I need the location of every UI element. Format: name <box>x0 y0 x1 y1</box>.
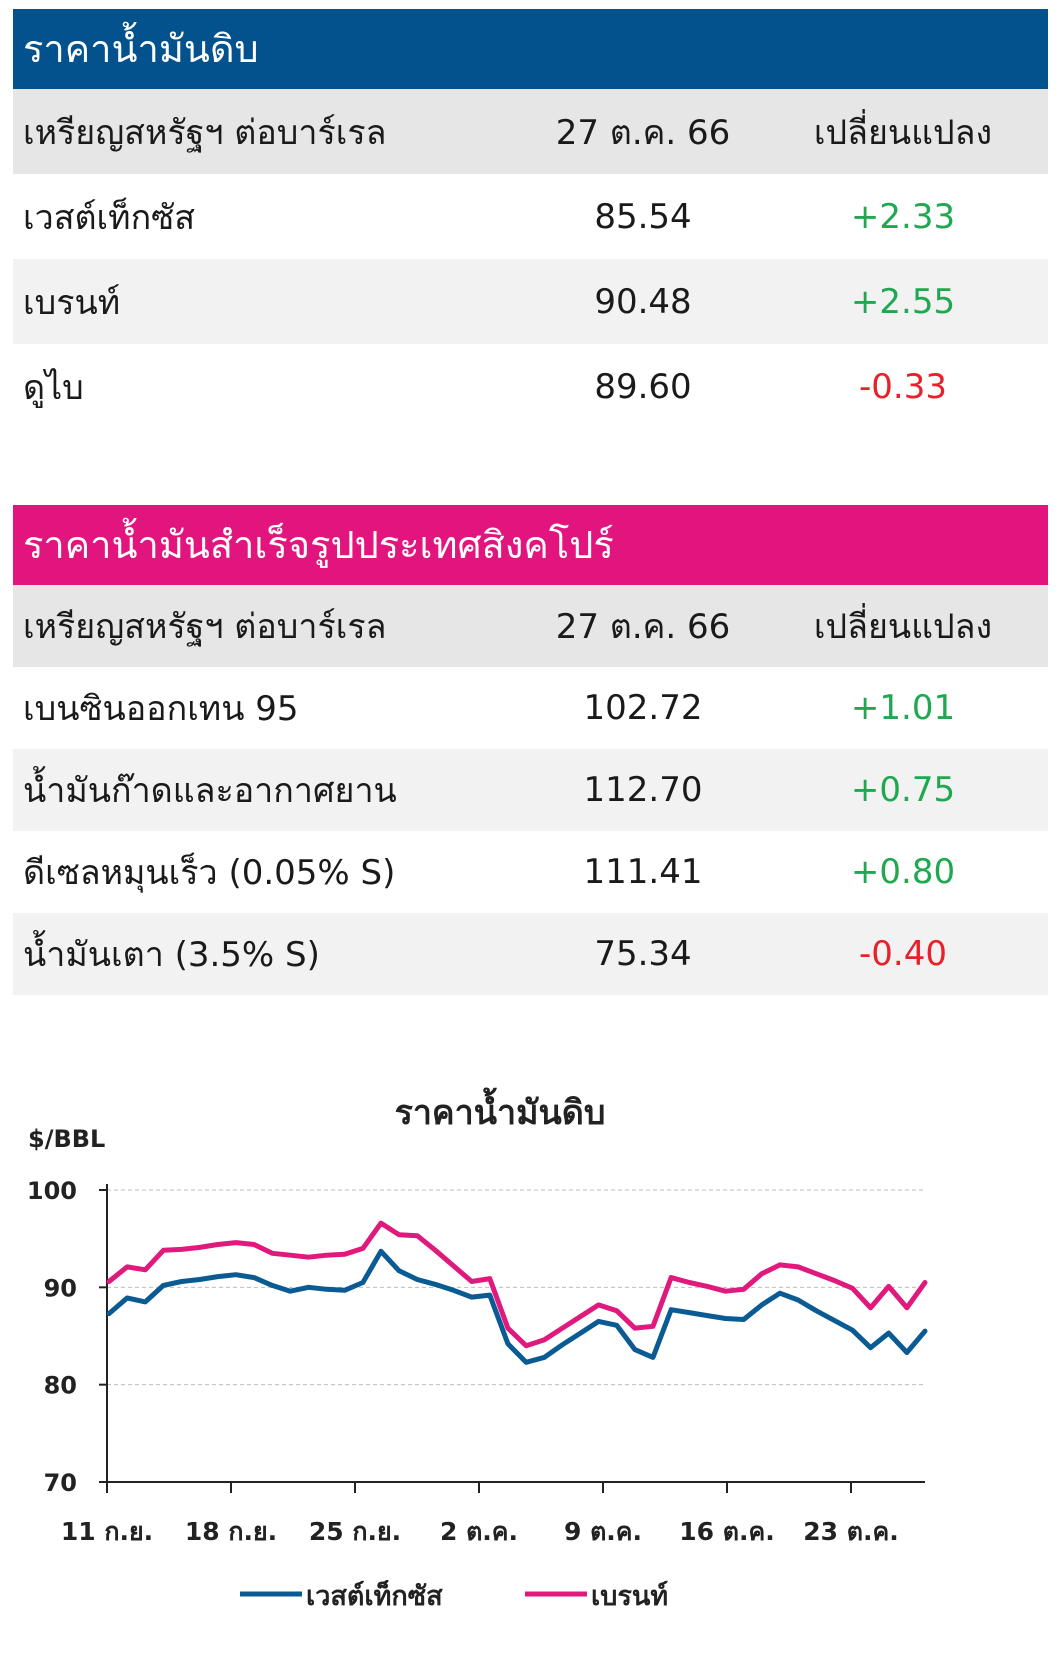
header-date: 27 ต.ค. 66 <box>555 607 731 647</box>
row-price: 75.34 <box>594 934 692 974</box>
row-name: ดูไบ <box>23 367 84 408</box>
x-tick-label: 23 ต.ค. <box>803 1517 898 1546</box>
table-row: น้ำมันเตา (3.5% S) 75.34 -0.40 <box>13 913 1048 995</box>
singapore-price-table: ราคาน้ำมันสำเร็จรูปประเทศสิงคโปร์ เหรียญ… <box>13 505 1048 995</box>
table-row: เวสต์เท็กซัส 85.54 +2.33 <box>13 174 1048 259</box>
header-change: เปลี่ยนแปลง <box>813 112 993 153</box>
row-price: 112.70 <box>583 770 703 810</box>
table-row: เบรนท์ 90.48 +2.55 <box>13 259 1048 344</box>
row-name: เวสต์เท็กซัส <box>23 197 195 238</box>
x-tick-label: 25 ก.ย. <box>309 1517 401 1546</box>
row-name: น้ำมันเตา (3.5% S) <box>23 935 320 975</box>
y-tick-label: 100 <box>27 1177 77 1205</box>
series-lines <box>106 1220 928 1365</box>
x-tick-label: 18 ก.ย. <box>185 1517 277 1546</box>
row-name: เบรนท์ <box>23 282 121 323</box>
row-price: 111.41 <box>583 852 703 892</box>
legend-label-brent: เบรนท์ <box>591 1580 668 1612</box>
crude-price-chart: ราคาน้ำมันดิบ $/BBL 70 80 90 100 11 ก.ย. 18 ก… <box>0 1080 1062 1676</box>
row-name: เบนซินออกเทน 95 <box>23 689 299 729</box>
crude-table-header: เหรียญสหรัฐฯ ต่อบาร์เรล 27 ต.ค. 66 เปลี่… <box>13 89 1048 174</box>
y-axis-unit-label: $/BBL <box>28 1125 105 1153</box>
header-unit-label: เหรียญสหรัฐฯ ต่อบาร์เรล <box>23 607 387 647</box>
table-row: น้ำมันก๊าดและอากาศยาน 112.70 +0.75 <box>13 749 1048 831</box>
y-tick-label: 80 <box>44 1372 77 1400</box>
row-price: 102.72 <box>583 688 703 728</box>
chart-title: ราคาน้ำมันดิบ <box>395 1087 606 1133</box>
wti-series-line <box>106 1248 928 1365</box>
row-change: +2.33 <box>850 196 956 237</box>
row-name: น้ำมันก๊าดและอากาศยาน <box>23 771 397 811</box>
crude-table-title: ราคาน้ำมันดิบ <box>13 9 1048 89</box>
row-change: +1.01 <box>850 688 956 728</box>
legend: เวสต์เท็กซัส เบรนท์ <box>240 1578 668 1612</box>
header-unit-label: เหรียญสหรัฐฯ ต่อบาร์เรล <box>23 112 387 153</box>
row-change: +0.75 <box>850 770 956 810</box>
chart-svg: ราคาน้ำมันดิบ $/BBL 70 80 90 100 11 ก.ย. 18 ก… <box>27 1087 928 1612</box>
header-date: 27 ต.ค. 66 <box>555 112 731 153</box>
row-change: +2.55 <box>850 281 956 322</box>
table-row: ดีเซลหมุนเร็ว (0.05% S) 111.41 +0.80 <box>13 831 1048 913</box>
table-row: ดูไบ 89.60 -0.33 <box>13 344 1048 429</box>
y-tick-label: 70 <box>44 1469 77 1497</box>
header-change: เปลี่ยนแปลง <box>813 607 993 647</box>
crude-price-table: ราคาน้ำมันดิบ เหรียญสหรัฐฯ ต่อบาร์เรล 27… <box>13 9 1048 429</box>
row-price: 90.48 <box>594 281 692 322</box>
brent-series-line <box>106 1220 928 1349</box>
x-tick-label: 2 ต.ค. <box>440 1517 518 1546</box>
axes: 70 80 90 100 11 ก.ย. 18 ก.ย. 25 ก.ย. 2 ต.ค. 9 ต.… <box>27 1177 925 1546</box>
singapore-table-header: เหรียญสหรัฐฯ ต่อบาร์เรล 27 ต.ค. 66 เปลี่… <box>13 585 1048 667</box>
grid-lines <box>107 1189 925 1386</box>
row-change: -0.33 <box>859 366 947 407</box>
x-tick-label: 11 ก.ย. <box>61 1517 153 1546</box>
row-change: -0.40 <box>859 934 947 974</box>
table-row: เบนซินออกเทน 95 102.72 +1.01 <box>13 667 1048 749</box>
row-change: +0.80 <box>850 852 956 892</box>
x-tick-label: 9 ต.ค. <box>564 1517 642 1546</box>
legend-label-wti: เวสต์เท็กซัส <box>306 1578 443 1612</box>
y-tick-label: 90 <box>44 1274 77 1302</box>
row-price: 85.54 <box>594 196 692 237</box>
row-name: ดีเซลหมุนเร็ว (0.05% S) <box>23 853 396 893</box>
singapore-table-title: ราคาน้ำมันสำเร็จรูปประเทศสิงคโปร์ <box>13 505 1048 585</box>
x-tick-label: 16 ต.ค. <box>679 1517 774 1546</box>
row-price: 89.60 <box>594 366 692 407</box>
